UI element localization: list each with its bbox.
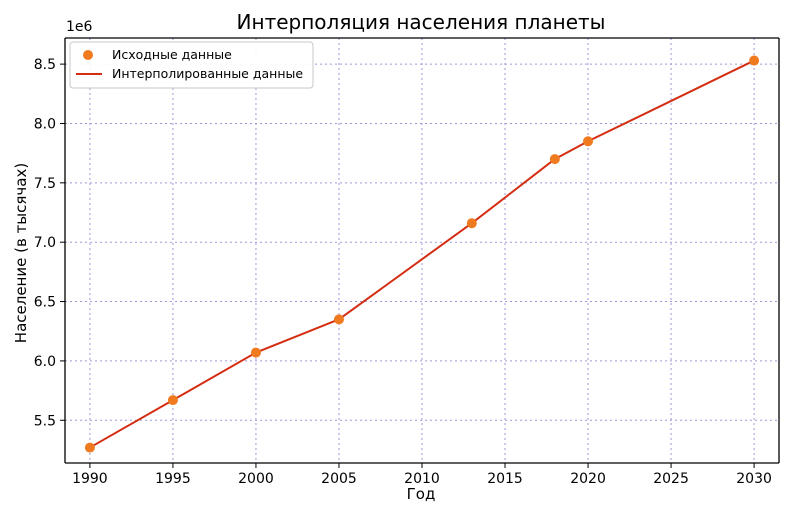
x-tick-label: 2010 — [404, 471, 440, 487]
y-tick-label: 6.0 — [34, 354, 56, 370]
data-point — [749, 55, 760, 66]
y-tick-label: 5.5 — [34, 413, 56, 429]
data-point — [333, 314, 344, 325]
legend-label: Интерполированные данные — [112, 66, 303, 81]
x-tick-label: 2025 — [653, 471, 689, 487]
y-tick-label: 8.5 — [34, 57, 56, 73]
x-tick-label: 1995 — [155, 471, 191, 487]
grid — [65, 38, 779, 463]
x-tick-label: 2005 — [321, 471, 357, 487]
axes: 1990 1995 2000 2005 2010 2015 2020 2025 2030 5.5 6… — [34, 37, 780, 487]
chart-title: Интерполяция населения планеты — [237, 10, 606, 34]
y-tick-label: 7.5 — [34, 176, 56, 192]
data-point — [549, 154, 560, 165]
x-tick-label: 2000 — [238, 471, 274, 487]
x-tick-label: 1990 — [72, 471, 108, 487]
data-point — [466, 218, 477, 229]
legend-marker-scatter — [83, 50, 93, 60]
data-point — [167, 395, 178, 406]
x-tick-label: 2030 — [736, 471, 772, 487]
y-axis-label: Население (в тысячах) — [12, 163, 30, 343]
y-tick-label: 7.0 — [34, 235, 56, 251]
y-axis-offset-label: 1e6 — [66, 19, 93, 35]
x-axis-label: Год — [407, 485, 436, 503]
data-point — [84, 442, 95, 453]
x-tick-label: 2020 — [570, 471, 606, 487]
x-tick-label: 2015 — [487, 471, 523, 487]
legend-box — [69, 41, 314, 89]
y-tick-label: 8.0 — [34, 116, 56, 132]
legend: Исходные данные Интерполированные данные — [69, 41, 314, 89]
data-point — [583, 136, 594, 147]
data-point — [250, 347, 261, 358]
legend-label: Исходные данные — [112, 47, 232, 62]
y-tick-label: 6.5 — [34, 295, 56, 311]
series-layer — [84, 55, 760, 453]
series-line-interpolated — [89, 59, 755, 449]
